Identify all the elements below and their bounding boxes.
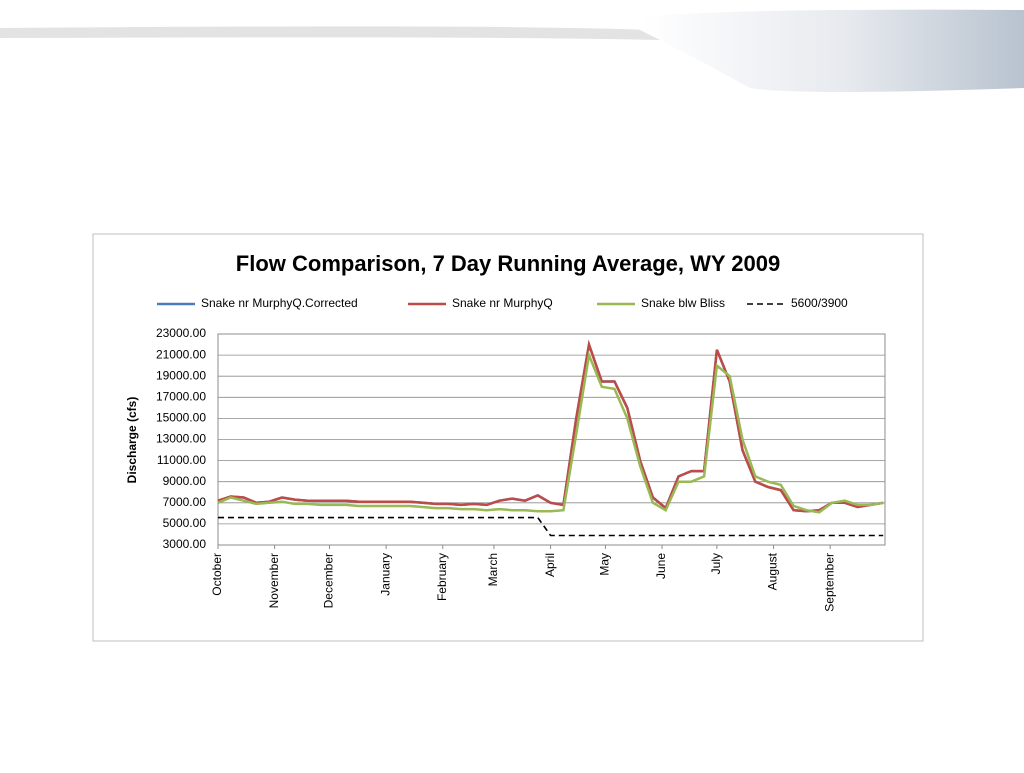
legend-label: Snake blw Bliss bbox=[641, 296, 725, 310]
x-tick-label: July bbox=[709, 553, 723, 574]
x-tick-label: February bbox=[435, 553, 449, 601]
y-tick-label: 21000.00 bbox=[156, 347, 206, 361]
header-image bbox=[640, 9, 1024, 93]
y-tick-label: 7000.00 bbox=[163, 495, 207, 509]
y-tick-label: 23000.00 bbox=[156, 326, 206, 340]
series-line bbox=[218, 516, 884, 537]
legend-label: Snake nr MurphyQ.Corrected bbox=[201, 296, 358, 310]
y-tick-label: 5000.00 bbox=[163, 516, 207, 530]
x-tick-label: August bbox=[766, 552, 780, 590]
y-tick-label: 3000.00 bbox=[163, 537, 207, 551]
x-tick-label: November bbox=[267, 553, 281, 608]
y-axis-label: Discharge (cfs) bbox=[125, 397, 139, 484]
y-tick-label: 19000.00 bbox=[156, 368, 206, 382]
x-tick-label: October bbox=[210, 553, 224, 596]
y-tick-label: 15000.00 bbox=[156, 411, 206, 425]
x-tick-label: March bbox=[486, 553, 500, 586]
x-tick-label: April bbox=[543, 553, 557, 577]
chart-title: Flow Comparison, 7 Day Running Average, … bbox=[236, 251, 780, 276]
legend-label: Snake nr MurphyQ bbox=[452, 296, 553, 310]
x-tick-label: May bbox=[598, 553, 612, 576]
chart-frame bbox=[92, 233, 924, 642]
y-tick-label: 17000.00 bbox=[156, 389, 206, 403]
x-tick-label: January bbox=[378, 553, 392, 596]
plot-border bbox=[217, 333, 886, 546]
y-tick-label: 11000.00 bbox=[157, 453, 206, 467]
x-tick-label: June bbox=[654, 553, 668, 579]
x-tick-label: December bbox=[322, 553, 336, 608]
x-tick-label: September bbox=[822, 553, 836, 612]
y-tick-label: 9000.00 bbox=[163, 474, 207, 488]
series-line bbox=[217, 339, 884, 513]
y-tick-label: 13000.00 bbox=[156, 432, 206, 446]
header-band bbox=[0, 26, 660, 40]
series-line bbox=[217, 350, 884, 514]
legend-label: 5600/3900 bbox=[791, 296, 848, 310]
